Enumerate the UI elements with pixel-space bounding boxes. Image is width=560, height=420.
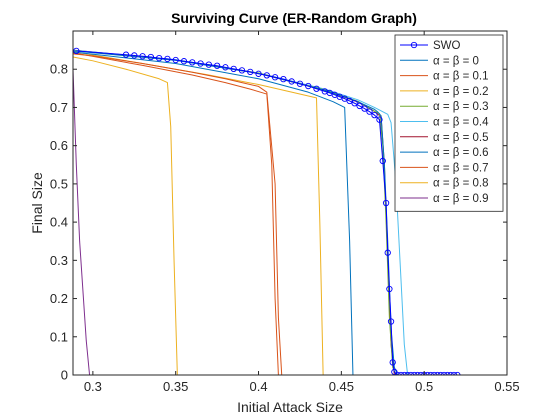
series-point-0 (189, 59, 196, 66)
series-line-3 (73, 56, 458, 375)
series-point-0 (341, 95, 348, 102)
legend-label-4: α = β = 0.3 (433, 101, 488, 113)
series-point-0 (255, 70, 262, 77)
series-point-0 (271, 74, 279, 81)
legend-label-1: α = β = 0 (433, 55, 479, 67)
y-tick-label: 0.1 (50, 329, 68, 344)
series-point-0 (73, 47, 80, 55)
y-tick-label: 0.7 (50, 100, 68, 115)
y-tick-label: 0.6 (50, 138, 68, 153)
x-tick-label: 0.3 (84, 379, 102, 394)
series-point-0 (164, 55, 171, 63)
legend-label-2: α = β = 0.1 (433, 71, 488, 83)
legend-label-8: α = β = 0.7 (433, 162, 488, 174)
series-line-7 (73, 51, 458, 375)
series-point-0 (197, 60, 204, 67)
series-point-0 (313, 85, 320, 92)
series-point-0 (371, 111, 378, 119)
series-line-2 (73, 53, 458, 375)
y-tick-label: 0.5 (50, 176, 68, 191)
series-point-0 (379, 157, 386, 165)
legend-marker-0 (410, 41, 418, 49)
series-point-0 (238, 67, 246, 74)
legend-label-5: α = β = 0.4 (433, 117, 489, 129)
series-point-0 (205, 61, 212, 68)
series-point-0 (386, 285, 393, 293)
series-point-0 (356, 102, 363, 110)
legend-label-9: α = β = 0.8 (433, 178, 488, 190)
series-point-0 (376, 116, 383, 123)
series-layer (73, 47, 461, 375)
series-point-0 (288, 78, 295, 85)
y-tick-label: 0.2 (50, 291, 68, 306)
y-tick-label: 0 (61, 368, 68, 383)
series-point-0 (180, 58, 188, 65)
y-axis-label: Final Size (29, 172, 45, 234)
y-tick-label: 0.8 (50, 62, 68, 77)
x-tick-label: 0.35 (163, 379, 188, 394)
axes-box (72, 30, 508, 376)
legend-label-7: α = β = 0.6 (433, 147, 488, 159)
axes-layer: 0.3 0.35 0.4 0.45 0.5 0.55 0 0.1 0.2 0.3 0.4 0.5 0.6… (50, 30, 520, 394)
series-point-0 (155, 54, 163, 62)
x-tick-label: 0.5 (415, 379, 433, 394)
x-tick-label: 0.45 (329, 379, 354, 394)
series-point-0 (139, 53, 146, 60)
y-tick-label: 0.3 (50, 253, 68, 268)
legend-label-10: α = β = 0.9 (433, 193, 488, 205)
x-axis-label: Initial Attack Size (237, 399, 343, 415)
series-point-0 (366, 108, 373, 115)
series-point-0 (147, 53, 155, 61)
series-point-0 (247, 68, 254, 76)
x-tick-label: 0.4 (249, 379, 267, 394)
series-point-0 (384, 249, 391, 256)
legend: SWO α = β = 0 α = β = 0.1 α = β = 0.2 α = β … (394, 34, 504, 212)
series-point-0 (351, 100, 358, 107)
series-point-0 (122, 51, 130, 58)
series-point-0 (213, 62, 221, 69)
series-point-0 (296, 80, 304, 87)
legend-label-3: α = β = 0.2 (433, 86, 488, 98)
series-point-0 (222, 64, 229, 71)
series-point-0 (230, 65, 237, 72)
x-tick-label: 0.55 (494, 379, 519, 394)
series-point-0 (382, 199, 390, 207)
series-point-0 (346, 97, 353, 105)
series-point-0 (387, 318, 395, 325)
legend-label-0: SWO (433, 40, 461, 52)
series-point-0 (361, 105, 368, 112)
series-line-8 (73, 52, 458, 375)
series-point-0 (263, 72, 270, 79)
series-point-0 (389, 359, 396, 366)
y-tick-label: 0.4 (50, 215, 68, 230)
legend-box (394, 34, 504, 212)
series-point-0 (172, 56, 179, 64)
chart-title: Surviving Curve (ER-Random Graph) (171, 10, 417, 26)
series-point-0 (280, 76, 287, 83)
series-point-0 (131, 52, 138, 59)
legend-label-6: α = β = 0.5 (433, 132, 488, 144)
series-point-0 (305, 82, 312, 90)
series-line-10 (73, 69, 458, 375)
